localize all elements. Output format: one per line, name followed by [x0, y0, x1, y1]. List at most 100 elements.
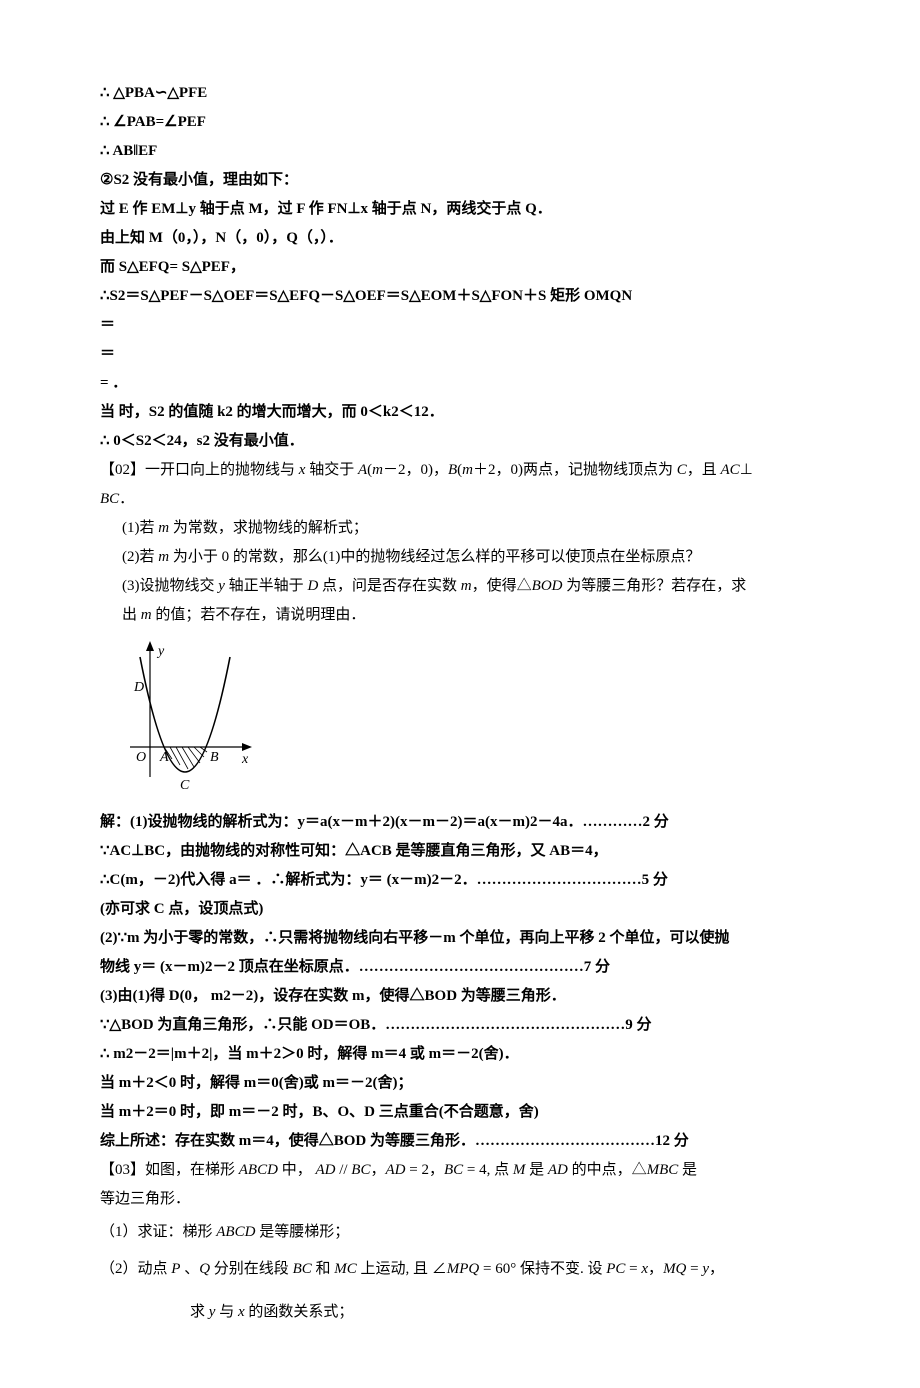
sol-line: 综上所述：存在实数 m＝4，使得△BOD 为等腰三角形．………………………………… [100, 1128, 820, 1155]
text: = 60° 保持不变. 设 [479, 1261, 606, 1277]
text: ， [370, 1162, 385, 1178]
var-BC: BC [100, 491, 119, 507]
text: 轴交于 [305, 462, 358, 478]
text: 和 [312, 1261, 335, 1277]
question-3b: 出 m 的值；若不存在，请说明理由． [100, 602, 820, 629]
text: 上运动, 且 ∠ [357, 1261, 447, 1277]
step-line: 由上知 M（0，），N（，0），Q（，）． [100, 225, 820, 252]
problem-intro: 【03】如图，在梯形 ABCD 中， AD // BC，AD = 2，BC = … [100, 1157, 820, 1184]
parabola-graph: y x O A B C D [120, 637, 820, 797]
solution-block-2: 解：(1)设抛物线的解析式为：y＝a(x－m＋2)(x－m－2)＝a(x－m)2… [100, 809, 820, 1155]
x-axis-arrow [242, 743, 252, 751]
sol-line: (3)由(1)得 D(0， m2－2)，设存在实数 m，使得△BOD 为等腰三角… [100, 983, 820, 1010]
text: 是等腰梯形； [255, 1224, 349, 1240]
var-C: C [677, 462, 687, 478]
sol-line: 解：(1)设抛物线的解析式为：y＝a(x－m＋2)(x－m－2)＝a(x－m)2… [100, 809, 820, 836]
sol-line: (2)∵m 为小于零的常数，∴只需将抛物线向右平移－m 个单位，再向上平移 2 … [100, 925, 820, 952]
text: = [686, 1261, 702, 1277]
text: （2）动点 [100, 1261, 171, 1277]
var-AC: AC [721, 462, 740, 478]
step-line: 当 时，S2 的值随 k2 的增大而增大，而 0＜k2＜12． [100, 399, 820, 426]
sol-line: ∵AC⊥BC，由抛物线的对称性可知：△ACB 是等腰直角三角形，又 AB＝4， [100, 838, 820, 865]
text: (3)设抛物线交 [122, 578, 218, 594]
hatch [176, 747, 188, 769]
label-C: C [180, 778, 190, 793]
var: AD [548, 1162, 568, 1178]
step-line: = ． [100, 370, 820, 397]
text: = 4, 点 [463, 1162, 513, 1178]
var: y [209, 1304, 216, 1320]
var: ABCD [239, 1162, 278, 1178]
var-m: m [158, 520, 169, 536]
text: 、 [180, 1261, 199, 1277]
question-1: （1）求证：梯形 ABCD 是等腰梯形； [100, 1219, 820, 1246]
text: 点，问是否存在实数 [318, 578, 461, 594]
problem-intro-line2: BC． [100, 486, 820, 513]
text: = [625, 1261, 641, 1277]
step-line: ∴ 0＜S2＜24，s2 没有最小值． [100, 428, 820, 455]
label-B: B [210, 750, 219, 765]
var-m: m [158, 549, 169, 565]
var: M [513, 1162, 526, 1178]
text: 的函数关系式； [245, 1304, 354, 1320]
problem-intro: 【02】一开口向上的抛物线与 x 轴交于 A(m－2，0)，B(m＋2，0)两点… [100, 457, 820, 484]
step-line: ∴ AB‖EF [100, 138, 820, 165]
var-m: m [461, 578, 472, 594]
solution-block-1: ∴ △PBA∽△PFE ∴ ∠PAB=∠PEF ∴ AB‖EF ②S2 没有最小… [100, 80, 820, 455]
problem-02: 【02】一开口向上的抛物线与 x 轴交于 A(m－2，0)，B(m＋2，0)两点… [100, 457, 820, 629]
text: ，使得△ [472, 578, 532, 594]
var: MQ [663, 1261, 686, 1277]
problem-intro-line2: 等边三角形． [100, 1186, 820, 1213]
text: 为常数，求抛物线的解析式； [169, 520, 368, 536]
text: 是 [678, 1162, 697, 1178]
var-D: D [307, 578, 318, 594]
text: ＋2，0)两点，记抛物线顶点为 [473, 462, 677, 478]
text: 的中点，△ [568, 1162, 647, 1178]
text: 是 [525, 1162, 548, 1178]
text: (1)若 [122, 520, 158, 536]
text: ， [648, 1261, 663, 1277]
var: AD [315, 1162, 335, 1178]
step-line: ∴S2＝S△PEF－S△OEF＝S△EFQ－S△OEF＝S△EOM＋S△FON＋… [100, 283, 820, 310]
text: 中， [278, 1162, 316, 1178]
var: MC [334, 1261, 357, 1277]
sol-line: ∴ m2－2＝|m＋2|，当 m＋2＞0 时，解得 m＝4 或 m＝－2(舍)． [100, 1041, 820, 1068]
var: PC [606, 1261, 625, 1277]
question-2b: 求 y 与 x 的函数关系式； [100, 1299, 820, 1326]
question-2: (2)若 m 为小于 0 的常数，那么(1)中的抛物线经过怎么样的平移可以使顶点… [100, 544, 820, 571]
text: 的值；若不存在，请说明理由． [152, 607, 366, 623]
text: －2，0)， [383, 462, 448, 478]
var: x [238, 1304, 245, 1320]
sol-line: 当 m＋2＝0 时，即 m＝－2 时，B、O、D 三点重合(不合题意，舍) [100, 1099, 820, 1126]
text: (2)若 [122, 549, 158, 565]
text: （1）求证：梯形 [100, 1224, 216, 1240]
sol-line: 物线 y＝ (x－m)2－2 顶点在坐标原点．………………………………………7 … [100, 954, 820, 981]
hatch [182, 747, 194, 767]
text: 分别在线段 [210, 1261, 293, 1277]
var: BC [444, 1162, 463, 1178]
var-B: B [448, 462, 457, 478]
text: = 2， [405, 1162, 443, 1178]
var: BC [351, 1162, 370, 1178]
text: 【02】一开口向上的抛物线与 [100, 462, 299, 478]
label-D: D [133, 680, 144, 695]
step-line: 过 E 作 EM⊥y 轴于点 M，过 F 作 FN⊥x 轴于点 N，两线交于点 … [100, 196, 820, 223]
var-y: y [218, 578, 225, 594]
var-BOD: BOD [532, 578, 563, 594]
label-A: A [159, 750, 169, 765]
question-2: （2）动点 P 、Q 分别在线段 BC 和 MC 上运动, 且 ∠MPQ = 6… [100, 1256, 820, 1283]
step-line: ∴ △PBA∽△PFE [100, 80, 820, 107]
var-m: m [141, 607, 152, 623]
var: AD [385, 1162, 405, 1178]
text: ， [709, 1261, 724, 1277]
text: ． [119, 491, 134, 507]
step-line: ＝ [100, 341, 820, 368]
sol-line: ∴C(m，－2)代入得 a＝ ．∴解析式为：y＝ (x－m)2－2．………………… [100, 867, 820, 894]
parabola-svg: y x O A B C D [120, 637, 260, 797]
var: ABCD [216, 1224, 255, 1240]
label-y: y [156, 644, 165, 659]
step-line: ②S2 没有最小值，理由如下： [100, 167, 820, 194]
question-1: (1)若 m 为常数，求抛物线的解析式； [100, 515, 820, 542]
step-line: 而 S△EFQ= S△PEF， [100, 254, 820, 281]
var-m: m [462, 462, 473, 478]
